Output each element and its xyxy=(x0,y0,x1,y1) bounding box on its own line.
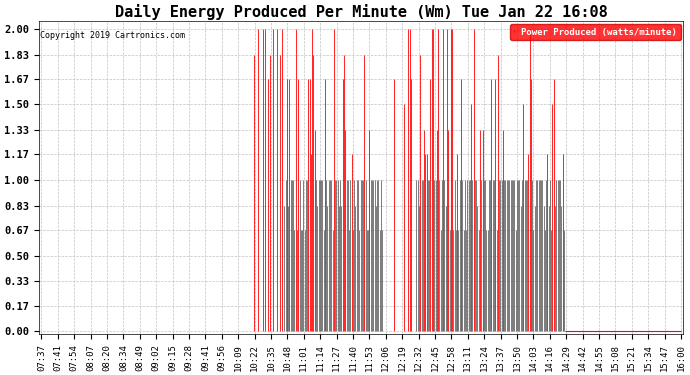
Legend: Power Produced (watts/minute): Power Produced (watts/minute) xyxy=(511,24,681,40)
Text: Copyright 2019 Cartronics.com: Copyright 2019 Cartronics.com xyxy=(40,31,185,40)
Title: Daily Energy Produced Per Minute (Wm) Tue Jan 22 16:08: Daily Energy Produced Per Minute (Wm) Tu… xyxy=(115,4,607,20)
